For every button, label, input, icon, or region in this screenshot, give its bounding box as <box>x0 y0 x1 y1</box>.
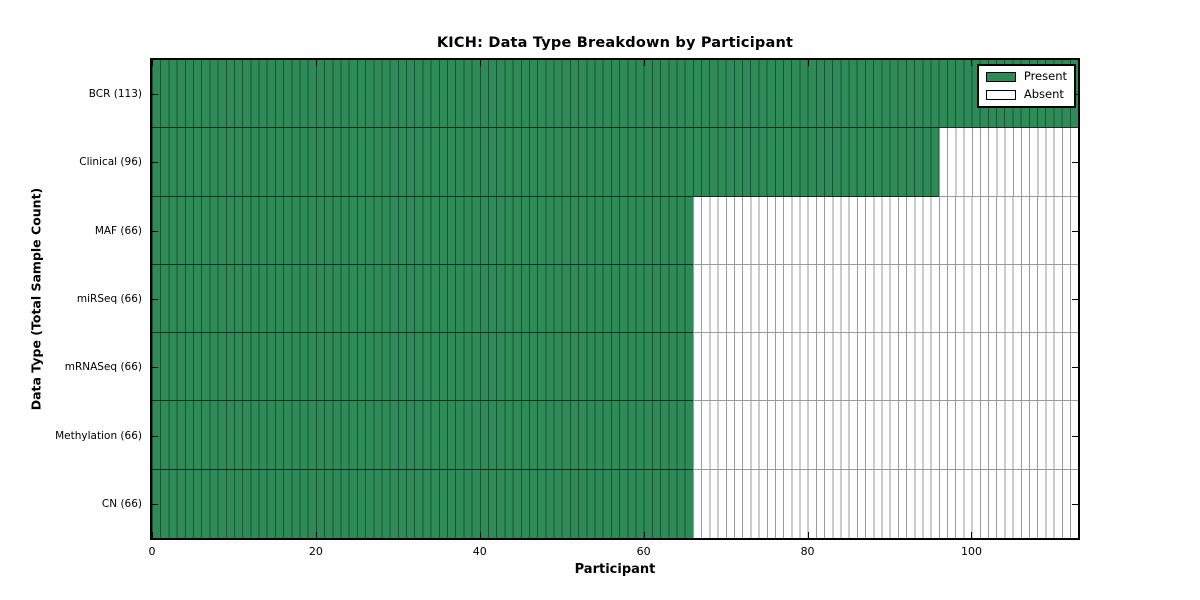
present-cells-mRNASeq <box>152 333 693 402</box>
y-tick-label-miRSeq: miRSeq (66) <box>76 293 142 305</box>
present-cells-CN <box>152 469 693 538</box>
legend-label-present: Present <box>1023 69 1067 83</box>
presence-matrix <box>152 60 1078 538</box>
x-tick-80 <box>807 532 809 538</box>
y-tick-label-mRNASeq: mRNASeq (66) <box>64 361 142 374</box>
y-tick-label-MAF: MAF (66) <box>94 224 142 237</box>
row-BCR <box>152 60 1078 129</box>
legend-item-absent: Absent <box>985 87 1067 101</box>
legend-swatch-present <box>985 71 1016 82</box>
x-tick-label-20: 20 <box>308 545 323 558</box>
y-tick-right-CN <box>1072 503 1078 505</box>
x-tick-top-60 <box>643 60 645 66</box>
row-CN <box>152 469 1078 538</box>
present-cells-Clinical <box>152 128 939 197</box>
y-tick-Methylation <box>152 435 158 437</box>
absent-cells-mRNASeq <box>692 333 1078 402</box>
x-tick-top-0 <box>152 60 153 66</box>
y-tick-right-mRNASeq <box>1072 367 1078 369</box>
x-tick-top-40 <box>479 60 481 66</box>
row-miRSeq <box>152 264 1078 334</box>
absent-cells-Methylation <box>692 401 1078 470</box>
absent-cells-Clinical <box>938 128 1078 197</box>
y-tick-right-MAF <box>1072 230 1078 232</box>
absent-cells-miRSeq <box>692 264 1078 334</box>
present-cells-Methylation <box>152 401 693 470</box>
x-tick-label-80: 80 <box>800 545 815 558</box>
x-tick-20 <box>315 532 317 538</box>
x-tick-label-100: 100 <box>960 545 982 558</box>
absent-cells-CN <box>692 469 1078 538</box>
y-tick-Clinical <box>152 162 158 164</box>
y-tick-labels: BCR (113) Clinical (96) MAF (66) miRSeq (66… <box>0 60 142 538</box>
legend-item-present: Present <box>985 69 1067 83</box>
y-tick-CN <box>152 503 158 505</box>
x-tick-top-80 <box>807 60 809 66</box>
y-tick-right-miRSeq <box>1072 299 1078 300</box>
legend-swatch-absent <box>985 89 1016 100</box>
plot-area: Present Absent <box>150 58 1080 540</box>
chart-title: KICH: Data Type Breakdown by Participant <box>436 35 794 51</box>
legend: Present Absent <box>976 64 1076 108</box>
y-tick-right-Clinical <box>1072 162 1078 164</box>
x-tick-label-60: 60 <box>636 545 651 558</box>
y-tick-right-Methylation <box>1072 435 1078 437</box>
present-cells-miRSeq <box>152 264 693 334</box>
x-tick-0 <box>152 532 153 538</box>
absent-cells-MAF <box>692 196 1078 265</box>
x-axis-label: Participant <box>574 562 656 577</box>
x-tick-top-100 <box>971 60 973 66</box>
x-tick-labels: 0 20 40 60 80 100 <box>148 545 1078 560</box>
row-Clinical <box>152 128 1078 197</box>
x-tick-40 <box>479 532 481 538</box>
y-tick-mRNASeq <box>152 367 158 369</box>
present-cells-BCR <box>152 60 1078 129</box>
y-tick-MAF <box>152 230 158 232</box>
y-tick-label-BCR: BCR (113) <box>88 88 142 101</box>
x-tick-100 <box>971 532 973 538</box>
y-tick-BCR <box>152 94 158 96</box>
row-Methylation <box>152 401 1078 470</box>
y-tick-label-Clinical: Clinical (96) <box>79 156 142 169</box>
y-tick-label-CN: CN (66) <box>101 497 142 510</box>
x-tick-label-40: 40 <box>472 545 487 558</box>
x-tick-top-20 <box>315 60 317 66</box>
row-MAF <box>152 196 1078 265</box>
x-tick-60 <box>643 532 645 538</box>
present-cells-MAF <box>152 196 693 265</box>
legend-label-absent: Absent <box>1023 87 1064 101</box>
row-mRNASeq <box>152 333 1078 402</box>
x-tick-label-0: 0 <box>148 545 156 558</box>
y-tick-label-Methylation: Methylation (66) <box>55 429 142 442</box>
y-tick-miRSeq <box>152 299 158 300</box>
